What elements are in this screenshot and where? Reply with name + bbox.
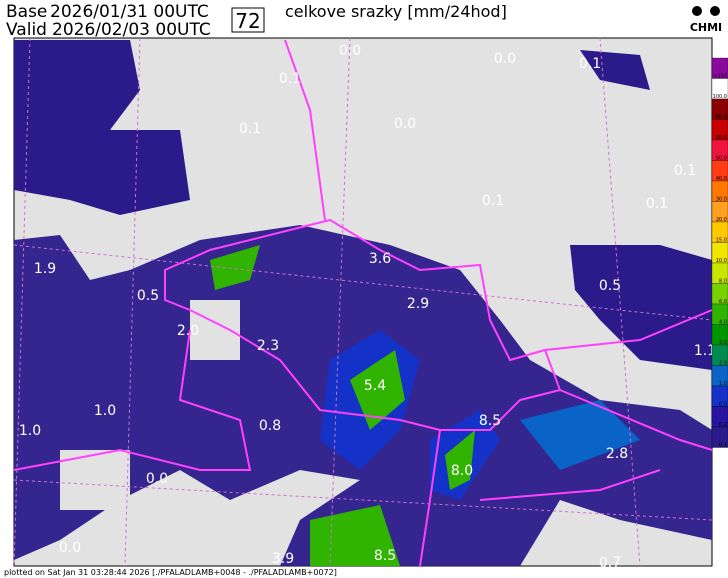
map-value-label: 0.1 xyxy=(482,193,504,209)
map-value-label: 3.9 xyxy=(272,551,294,567)
logo-mark xyxy=(692,6,702,16)
map-value-label: 0.1 xyxy=(279,71,301,87)
map-value-label: 1.9 xyxy=(34,261,56,277)
map-value-label: 8.5 xyxy=(479,413,501,429)
map-value-label: 1.0 xyxy=(94,403,116,419)
legend-label: 40.0 xyxy=(716,176,727,182)
map-value-label: 0.0 xyxy=(494,51,516,67)
legend-label: 2.0 xyxy=(719,361,727,367)
map-value-label: 2.0 xyxy=(177,323,199,339)
map-value-label: 1.1 xyxy=(694,343,716,359)
header: Base 2026/01/31 00UTC Valid 2026/02/03 0… xyxy=(6,2,722,40)
graticule xyxy=(13,37,713,567)
map-value-label: 8.5 xyxy=(374,548,396,564)
map-value-label: 0.5 xyxy=(137,288,159,304)
legend-label: 3.0 xyxy=(719,340,727,346)
legend-label: 0.5 xyxy=(719,402,727,408)
map-value-label: 0.0 xyxy=(146,471,168,487)
footer: plotted on Sat Jan 31 03:28:44 2026 [./P… xyxy=(4,568,337,577)
legend-label: 60.0 xyxy=(716,135,727,141)
legend-label: 0.1 xyxy=(719,443,727,449)
borders xyxy=(13,39,713,567)
map-value-label: 3.6 xyxy=(369,251,391,267)
map-value-label: 0.8 xyxy=(259,418,281,434)
map-value-label: 0.0 xyxy=(339,43,361,59)
legend-label: 8.0 xyxy=(719,279,727,285)
base-time: 2026/01/31 00UTC xyxy=(50,2,209,22)
map-value-label: 0.7 xyxy=(599,555,621,571)
map-value-label: 0.1 xyxy=(579,56,601,72)
map-value-label: 2.3 xyxy=(257,338,279,354)
map-value-label: 2.9 xyxy=(407,296,429,312)
valid-label: Valid xyxy=(6,20,47,40)
color-legend: >150 100.0 80.0 60.0 50.0 40.0 30.0 20.0 15.0 10.… xyxy=(711,57,728,449)
value-labels: 0.0 0.1 0.1 0.0 0.0 0.1 0.1 0.1 0.1 1.9 3.6 0.5 2.9 0… xyxy=(19,43,716,571)
map-value-label: 5.4 xyxy=(364,378,386,394)
heavy-precip xyxy=(210,245,640,566)
legend-label: 30.0 xyxy=(716,197,727,203)
legend-label: 6.0 xyxy=(719,299,727,305)
map-value-label: 0.1 xyxy=(239,121,261,137)
hours-box xyxy=(231,7,265,33)
base-label: Base xyxy=(6,2,47,22)
valid-time: 2026/02/03 00UTC xyxy=(52,20,211,40)
legend-label: 1.0 xyxy=(719,381,727,387)
map-value-label: 0.1 xyxy=(674,163,696,179)
legend-label: 10.0 xyxy=(716,258,727,264)
legend-label: 15.0 xyxy=(716,238,727,244)
map-value-label: 1.0 xyxy=(19,423,41,439)
legend-label: 20.0 xyxy=(716,217,727,223)
legend-label: 0.2 xyxy=(719,422,727,428)
legend-label: 50.0 xyxy=(716,156,727,162)
map-value-label: 0.0 xyxy=(394,116,416,132)
legend-swatch xyxy=(711,426,728,448)
map-value-label: 8.0 xyxy=(451,463,473,479)
legend-label: 100.0 xyxy=(713,94,727,100)
map-value-label: 0.5 xyxy=(599,278,621,294)
legend-label: >150 xyxy=(713,74,727,80)
legend-label: 80.0 xyxy=(716,115,727,121)
map: 0.0 0.1 0.1 0.0 0.0 0.1 0.1 0.1 0.1 1.9 3.6 0.5 2.9 0… xyxy=(13,37,716,571)
map-value-label: 0.1 xyxy=(646,196,668,212)
map-value-label: 0.0 xyxy=(59,540,81,556)
logo-mark xyxy=(710,6,720,16)
map-value-label: 2.8 xyxy=(606,446,628,462)
legend-label: 4.0 xyxy=(719,320,727,326)
hours: 72 xyxy=(235,9,260,33)
logo: CHMI xyxy=(690,21,722,34)
title: celkove srazky [mm/24hod] xyxy=(285,2,507,21)
